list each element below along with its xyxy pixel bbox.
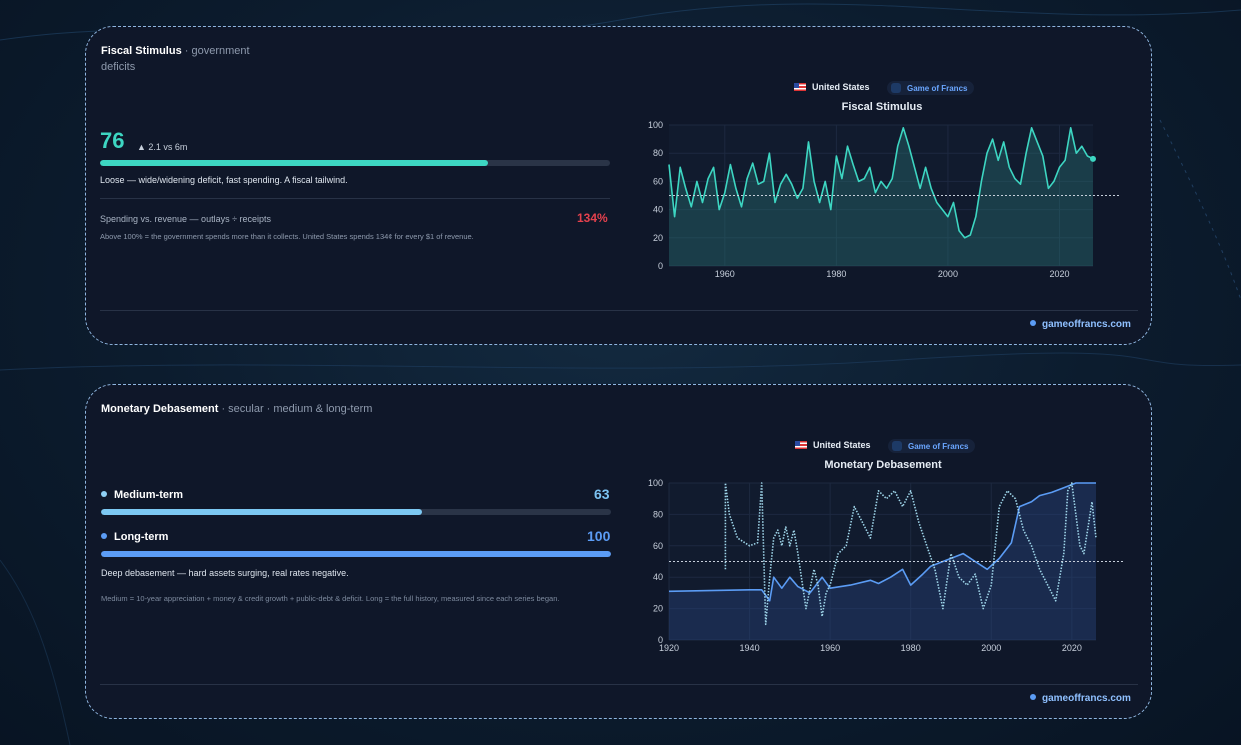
spending-revenue-label: Spending vs. revenue — outlays ÷ receipt… bbox=[100, 214, 272, 224]
fiscal-stimulus-chart: 0 20 40 60 80 100 1960 1980 2000 2020 bbox=[648, 120, 1121, 279]
medium-term-label-text: Medium-term bbox=[114, 489, 184, 501]
monetary-footer-link[interactable]: gameoffrancs.com bbox=[1030, 693, 1131, 704]
fiscal-stimulus-card: Fiscal Stimulus · government deficits 76… bbox=[85, 26, 1152, 345]
medium-term-label: Medium-term bbox=[101, 489, 183, 501]
y-tick-label: 60 bbox=[653, 176, 663, 186]
brand-chip[interactable]: Game of Francs bbox=[887, 81, 975, 95]
monetary-description: Deep debasement — hard assets surging, r… bbox=[101, 568, 349, 578]
monetary-title: Monetary Debasement bbox=[101, 403, 219, 415]
monetary-chart-title: Monetary Debasement bbox=[824, 459, 942, 471]
series-line bbox=[668, 482, 1096, 602]
series-area-fill bbox=[669, 127, 1093, 266]
brand-chip[interactable]: Game of Francs bbox=[888, 439, 976, 453]
long-term-label-text: Long-term bbox=[114, 531, 169, 543]
x-tick-label: 1960 bbox=[820, 643, 840, 653]
x-tick-label: 2020 bbox=[1050, 269, 1070, 279]
x-tick-label: 1940 bbox=[740, 643, 760, 653]
fiscal-title: Fiscal Stimulus bbox=[101, 45, 182, 57]
fiscal-subtitle: · government deficits bbox=[101, 45, 250, 73]
country-chip[interactable]: United States bbox=[795, 440, 871, 450]
monetary-card-title: Monetary Debasement · secular · medium &… bbox=[101, 401, 501, 417]
fiscal-chart-title: Fiscal Stimulus bbox=[841, 101, 923, 113]
fiscal-score: 76 bbox=[100, 128, 125, 153]
x-tick-label: 1920 bbox=[659, 643, 679, 653]
monetary-footer-divider bbox=[100, 684, 1138, 685]
footer-dot-icon bbox=[1030, 694, 1036, 701]
y-tick-label: 40 bbox=[653, 205, 663, 215]
y-tick-label: 100 bbox=[648, 120, 663, 130]
us-flag-icon bbox=[794, 83, 806, 91]
y-tick-label: 100 bbox=[648, 478, 663, 488]
medium-term-value: 63 bbox=[594, 486, 610, 502]
series-end-dot bbox=[1090, 155, 1096, 162]
long-term-dot-icon bbox=[101, 533, 107, 540]
y-tick-label: 80 bbox=[653, 509, 663, 519]
long-term-bar bbox=[101, 551, 611, 557]
game-of-francs-logo-icon bbox=[892, 441, 902, 451]
country-label: United States bbox=[812, 82, 870, 92]
x-tick-label: 2000 bbox=[938, 269, 958, 279]
y-tick-label: 60 bbox=[653, 541, 663, 551]
x-tick-label: 2000 bbox=[981, 643, 1001, 653]
y-tick-label: 40 bbox=[653, 572, 663, 582]
medium-term-dot-icon bbox=[101, 491, 107, 498]
footer-dot-icon bbox=[1030, 320, 1036, 327]
x-tick-label: 1980 bbox=[901, 643, 921, 653]
monetary-footer-text: gameoffrancs.com bbox=[1042, 693, 1131, 704]
spending-revenue-value: 134% bbox=[577, 211, 608, 225]
y-tick-label: 80 bbox=[653, 148, 663, 158]
fiscal-delta: ▲ 2.1 vs 6m bbox=[137, 142, 188, 152]
monetary-subtitle: · secular · medium & long-term bbox=[221, 403, 373, 415]
country-chip[interactable]: United States bbox=[794, 82, 870, 92]
fiscal-score-bar bbox=[100, 160, 610, 166]
monetary-debasement-chart: 0 20 40 60 80 100 1920 1940 1960 1980 2000 2020 bbox=[648, 478, 1124, 653]
brand-chip-label: Game of Francs bbox=[908, 441, 969, 451]
x-tick-label: 1960 bbox=[715, 269, 735, 279]
us-flag-icon bbox=[795, 441, 807, 449]
long-term-label: Long-term bbox=[101, 531, 168, 543]
y-tick-label: 0 bbox=[658, 261, 663, 271]
spending-revenue-note: Above 100% = the government spends more … bbox=[100, 232, 474, 241]
fiscal-footer-link[interactable]: gameoffrancs.com bbox=[1030, 319, 1131, 330]
monetary-debasement-card: Monetary Debasement · secular · medium &… bbox=[85, 384, 1152, 719]
x-tick-label: 1980 bbox=[826, 269, 846, 279]
x-tick-label: 2020 bbox=[1062, 643, 1082, 653]
fiscal-footer-text: gameoffrancs.com bbox=[1042, 319, 1131, 330]
fiscal-description: Loose — wide/widening deficit, fast spen… bbox=[100, 175, 348, 185]
series-line bbox=[724, 482, 1097, 626]
y-tick-label: 20 bbox=[653, 604, 663, 614]
fiscal-footer-divider bbox=[100, 310, 1138, 311]
y-tick-label: 0 bbox=[658, 635, 663, 645]
long-term-bar-fill bbox=[101, 551, 611, 557]
monetary-note: Medium = 10-year appreciation + money & … bbox=[101, 594, 560, 603]
brand-chip-label: Game of Francs bbox=[907, 83, 968, 93]
y-tick-label: 20 bbox=[653, 233, 663, 243]
fiscal-score-bar-fill bbox=[100, 160, 488, 166]
medium-term-bar bbox=[101, 509, 611, 515]
country-label: United States bbox=[813, 440, 871, 450]
series-area-fill bbox=[669, 483, 1096, 640]
game-of-francs-logo-icon bbox=[891, 83, 901, 93]
medium-term-bar-fill bbox=[101, 509, 423, 515]
fiscal-card-title: Fiscal Stimulus · government deficits bbox=[101, 43, 276, 75]
fiscal-divider bbox=[100, 198, 610, 199]
long-term-value: 100 bbox=[587, 528, 611, 544]
series-line bbox=[668, 127, 1094, 239]
